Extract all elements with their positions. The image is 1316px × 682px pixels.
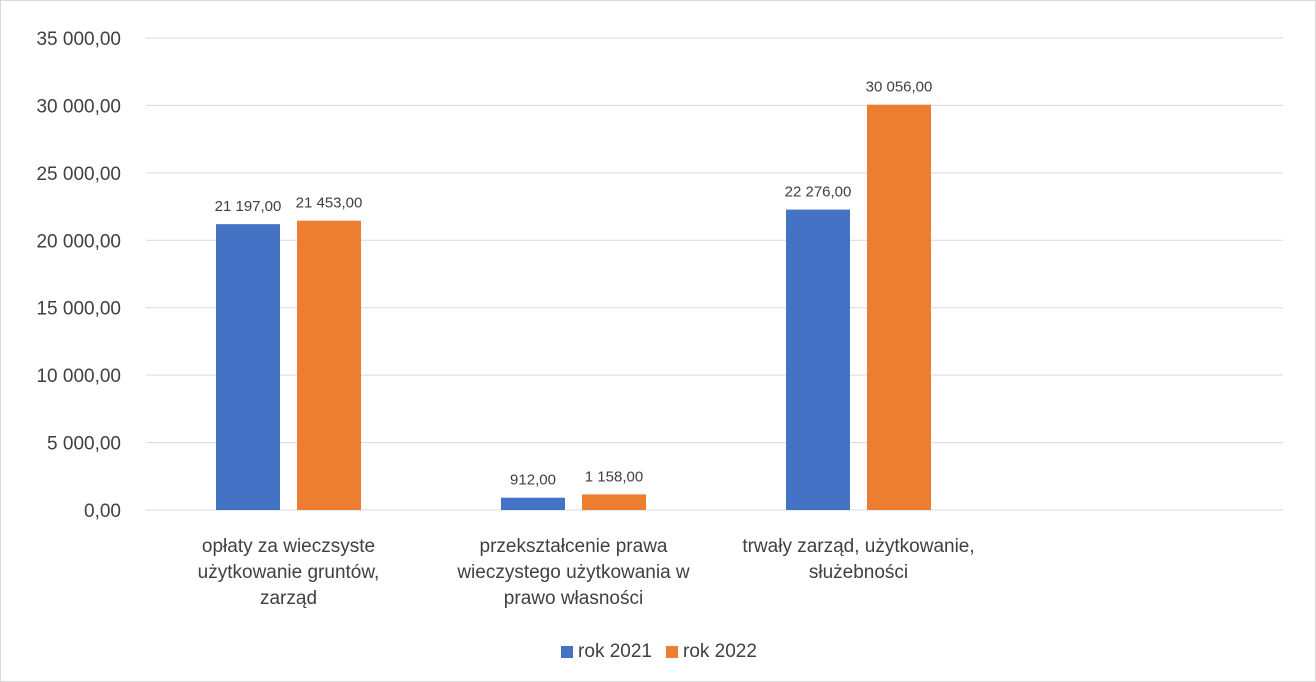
legend: rok 2021 rok 2022 <box>1 641 1316 663</box>
category-label-line: zarząd <box>260 588 317 609</box>
category-label-line: prawo własności <box>504 588 643 609</box>
y-tick-label: 25 000,00 <box>36 164 121 185</box>
y-tick-label: 30 000,00 <box>36 96 121 117</box>
data-label: 22 276,00 <box>785 184 852 201</box>
y-tick-label: 15 000,00 <box>36 299 121 320</box>
bar-2-2 <box>582 494 646 510</box>
category-label-line: przekształcenie prawa <box>480 536 668 557</box>
legend-swatch <box>666 646 678 658</box>
y-tick-label: 0,00 <box>84 501 121 522</box>
bar-chart: 0,00 5 000,00 10 000,00 15 000,00 20 000,00 2… <box>36 29 1283 609</box>
category-label-line: opłaty za wieczsyste <box>202 536 375 557</box>
data-label: 21 453,00 <box>296 195 363 212</box>
data-label: 30 056,00 <box>866 79 933 96</box>
category-label-line: służebności <box>809 562 908 583</box>
legend-swatch <box>561 646 574 658</box>
bar-1-1 <box>216 224 280 510</box>
legend-item-1: rok 2021 <box>561 641 652 663</box>
y-tick-label: 20 000,00 <box>36 231 121 252</box>
bar-2-3 <box>867 104 931 510</box>
category-label-line: wieczystego użytkowania w <box>456 562 690 583</box>
category-label-line: trwały zarząd, użytkowanie, <box>742 536 974 557</box>
y-tick-label: 10 000,00 <box>36 366 121 387</box>
bar-1-3 <box>786 209 850 510</box>
bar-1-2 <box>501 497 565 510</box>
y-tick-label: 35 000,00 <box>36 29 121 50</box>
bar-2-1 <box>297 220 361 510</box>
data-label: 1 158,00 <box>585 468 643 485</box>
legend-item-2: rok 2022 <box>666 641 757 663</box>
legend-label: rok 2022 <box>683 641 757 662</box>
category-label: trwały zarząd, użytkowanie, służebności <box>742 536 974 583</box>
data-label: 912,00 <box>510 472 556 489</box>
data-label: 21 197,00 <box>215 198 282 215</box>
category-label: opłaty za wieczsyste użytkowanie gruntów,… <box>198 536 380 609</box>
y-tick-label: 5 000,00 <box>47 434 121 455</box>
legend-label: rok 2021 <box>578 641 652 662</box>
category-label: przekształcenie prawa wieczystego użytkow… <box>456 536 690 609</box>
category-label-line: użytkowanie gruntów, <box>198 562 380 583</box>
